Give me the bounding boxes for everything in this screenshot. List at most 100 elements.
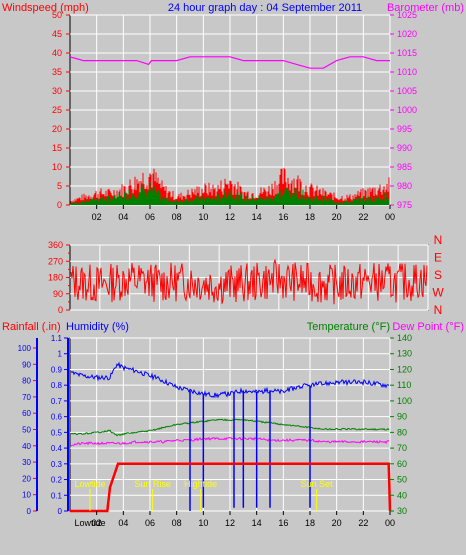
barometer-y-tick-label: 1015 — [397, 48, 417, 58]
humidity-y-tick-label: 70 — [22, 393, 31, 402]
direction-y-tick-label: 360 — [48, 240, 63, 250]
rainfall-axis-title: Rainfall (.in) — [2, 321, 61, 333]
wind-y-tick-label: 35 — [52, 67, 62, 77]
humidity-y-tick-label: 30 — [22, 458, 31, 467]
temperature-y-tick-label: 80 — [397, 427, 407, 437]
barometer-y-tick-label: 985 — [397, 162, 412, 172]
climate-x-tick-label: 06 — [145, 518, 155, 528]
climate-annotations: Lowtide Sun Rise Hightide Sun Set — [74, 479, 333, 511]
rain-y-tick-label: 0.7 — [51, 397, 63, 406]
temperature-y-tick-label: 110 — [397, 380, 411, 390]
barometer-y-tick-label: 990 — [397, 143, 412, 153]
wind-y-tick-label: 10 — [52, 162, 62, 172]
sunset-annotation: Sun Set — [301, 479, 334, 489]
climate-x-tick-label: 22 — [358, 518, 368, 528]
rainfall-series — [70, 462, 392, 513]
wind-x-tick-label: 02 — [92, 212, 102, 222]
humidity-y-ticks: 0 10 20 30 40 50 60 70 80 90 100 — [18, 338, 38, 516]
barometer-y-tick-label: 1020 — [397, 29, 417, 39]
direction-y-ticks: 0 90 180 270 360 — [48, 240, 70, 315]
climate-x-tick-label: 00 — [385, 518, 395, 528]
temperature-y-tick-label: 60 — [397, 459, 407, 469]
barometer-series — [69, 56, 390, 69]
wind-y-tick-label: 0 — [57, 200, 62, 210]
wind-y-tick-label: 5 — [57, 181, 62, 191]
climate-x-tick-label: 12 — [225, 518, 235, 528]
temperature-y-ticks: 30 40 50 60 70 80 90 100 110 120 130 140 — [390, 333, 412, 516]
rain-y-tick-label: 0.4 — [51, 444, 63, 453]
humidity-y-tick-label: 100 — [18, 344, 32, 353]
wind-x-tick-label: 06 — [145, 212, 155, 222]
temperature-y-tick-label: 130 — [397, 349, 412, 359]
wind-average-series — [70, 181, 390, 205]
wind-y-tick-label: 20 — [52, 124, 62, 134]
compass-label: W — [432, 286, 444, 300]
climate-x-tick-label: 16 — [278, 518, 288, 528]
compass-label: N — [434, 233, 443, 247]
humidity-y-tick-label: 20 — [22, 474, 31, 483]
temperature-y-tick-label: 120 — [397, 364, 412, 374]
rain-y-tick-label: 0.8 — [51, 381, 63, 390]
wind-x-tick-label: 00 — [385, 212, 395, 222]
humidity-y-tick-label: 50 — [22, 426, 31, 435]
wind-y-tick-label: 25 — [52, 105, 62, 115]
climate-panel: Lowtide Sun Rise Hightide Sun Set 0 0.1 0.2 0.… — [2, 321, 464, 528]
wind-y-tick-label: 45 — [52, 29, 62, 39]
rain-y-tick-label: 0.9 — [51, 365, 63, 374]
wind-x-tick-label: 14 — [252, 212, 262, 222]
wind-x-tick-label: 04 — [118, 212, 128, 222]
barometer-y-tick-label: 1000 — [397, 105, 417, 115]
wind-y-tick-label: 50 — [52, 10, 62, 20]
wind-x-tick-label: 20 — [332, 212, 342, 222]
humidity-y-tick-label: 90 — [22, 360, 31, 369]
temperature-series — [70, 418, 390, 437]
wind-y-tick-label: 40 — [52, 48, 62, 58]
temperature-y-tick-label: 100 — [397, 396, 412, 406]
climate-x-tick-label: 14 — [252, 518, 262, 528]
barometer-y-ticks: 975 980 985 990 995 1000 1005 1010 1015 1020 1025 — [390, 10, 417, 210]
humidity-y-tick-label: 0 — [27, 507, 32, 516]
wind-x-tick-label: 08 — [172, 212, 182, 222]
barometer-y-tick-label: 1010 — [397, 67, 417, 77]
direction-series — [70, 258, 428, 305]
direction-y-tick-label: 90 — [53, 289, 63, 299]
wind-y-tick-label: 30 — [52, 86, 62, 96]
dewpoint-series — [70, 436, 390, 447]
climate-x-tick-label: 20 — [332, 518, 342, 528]
temperature-y-tick-label: 50 — [397, 475, 407, 485]
humidity-y-tick-label: 10 — [22, 491, 31, 500]
temperature-axis-title: Temperature (°F) — [307, 321, 390, 333]
barometer-y-tick-label: 995 — [397, 124, 412, 134]
barometer-y-tick-label: 1005 — [397, 86, 417, 96]
humidity-y-tick-label: 40 — [22, 442, 31, 451]
compass-label: S — [434, 268, 442, 282]
climate-series — [70, 361, 392, 513]
barometer-y-tick-label: 975 — [397, 200, 412, 210]
lowtide-axis-label: Lowtide — [74, 518, 105, 528]
humidity-y-tick-label: 80 — [22, 377, 31, 386]
direction-y-tick-label: 270 — [48, 256, 63, 266]
barometer-y-tick-label: 1025 — [397, 10, 417, 20]
lowtide1-annotation: Lowtide — [74, 479, 105, 489]
wind-direction-series — [70, 258, 428, 305]
wind-x-tick-label: 18 — [305, 212, 315, 222]
temperature-y-tick-label: 30 — [397, 506, 407, 516]
compass-label: N — [434, 303, 443, 317]
humidity-axis-title: Humidity (%) — [66, 321, 129, 333]
wind-x-tick-label: 22 — [358, 212, 368, 222]
rain-y-ticks: 0 0.1 0.2 0.3 0.4 0.5 0.6 0.7 0.8 0.9 1 1.1 — [51, 334, 69, 516]
wind-x-tick-label: 16 — [278, 212, 288, 222]
climate-x-tick-label: 08 — [172, 518, 182, 528]
rain-y-tick-label: 0.3 — [51, 460, 63, 469]
barometer-axis-title: Barometer (mb) — [387, 2, 464, 14]
compass-label: E — [434, 251, 442, 265]
barometer-y-tick-label: 980 — [397, 181, 412, 191]
sunrise-annotation: Sun Rise — [134, 479, 171, 489]
wind-x-tick-label: 10 — [198, 212, 208, 222]
wind-y-tick-label: 15 — [52, 143, 62, 153]
hightide-annotation: Hightide — [184, 479, 217, 489]
